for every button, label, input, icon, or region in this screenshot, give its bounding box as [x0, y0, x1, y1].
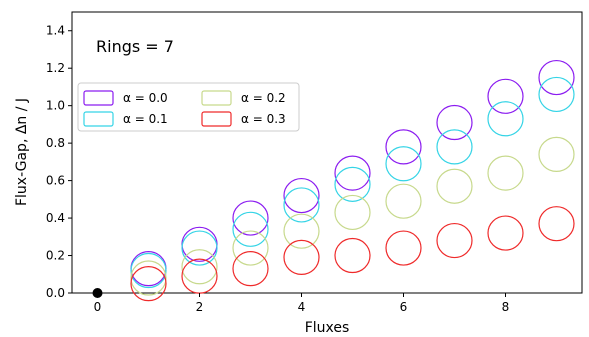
legend: α = 0.0 α = 0.1 α = 0.2 α = 0.3: [77, 82, 300, 132]
legend-label-3: α = 0.3: [241, 112, 286, 126]
series-3-point-8: [487, 215, 524, 251]
series-1-point-6: [385, 146, 422, 182]
legend-frame: [77, 82, 300, 132]
series-0-point-7: [436, 104, 473, 141]
y-tick-label-0.6: 0.6: [46, 174, 65, 188]
y-axis-label: Flux-Gap, Δn / J: [14, 98, 30, 206]
x-tick-label-0: 0: [94, 300, 102, 314]
series-2-point-7: [436, 168, 473, 204]
series-3-point-7: [436, 222, 473, 259]
data-marks: [92, 59, 575, 302]
series-1-point-2: [181, 230, 218, 266]
series-3-point-9: [538, 206, 575, 242]
series-2-point-2: [181, 249, 218, 285]
series-1-point-7: [436, 129, 473, 165]
series-2-point-4: [283, 213, 320, 249]
series-3-point-3: [232, 251, 269, 287]
series-0-point-1: [130, 251, 167, 287]
series-3-point-4: [283, 239, 320, 276]
series-2-point-3: [232, 230, 269, 266]
y-tick-label-0.2: 0.2: [46, 249, 65, 263]
series-1-point-4: [283, 187, 320, 223]
legend-swatch-0: [83, 90, 114, 106]
series-0-point-5: [334, 155, 371, 191]
x-tick-label-8: 8: [502, 300, 510, 314]
series-0-point-4: [283, 177, 320, 214]
legend-label-1: α = 0.1: [123, 112, 168, 126]
series-0-point-2: [181, 226, 218, 262]
series-3-point-6: [385, 230, 422, 266]
series-2-point-8: [487, 155, 524, 191]
x-axis-ticks: 0 2 4 6 8: [94, 293, 510, 314]
series-3-point-5: [334, 237, 371, 274]
series-0-point-6: [385, 129, 422, 165]
series-0-point-8: [487, 78, 524, 114]
legend-swatch-3: [201, 111, 232, 127]
y-tick-label-1.2: 1.2: [46, 61, 65, 75]
y-tick-label-0.8: 0.8: [46, 136, 65, 150]
series-1-point-5: [334, 166, 371, 202]
series-2-point-6: [385, 183, 422, 219]
series-3-point-1: [130, 266, 167, 302]
x-tick-label-4: 4: [298, 300, 306, 314]
legend-swatch-2: [201, 90, 232, 106]
series-1-point-1: [130, 252, 167, 289]
y-tick-label-0.4: 0.4: [46, 211, 65, 225]
rings-annotation: Rings = 7: [96, 37, 174, 56]
series-2-point-5: [334, 194, 371, 231]
series-2-point-9: [538, 136, 575, 172]
y-tick-label-0.0: 0.0: [46, 286, 65, 300]
series-1-point-9: [538, 76, 575, 113]
series-1-point-8: [487, 101, 524, 137]
x-tick-label-2: 2: [196, 300, 204, 314]
legend-swatch-1: [83, 111, 114, 127]
series-0-point-3: [232, 200, 269, 236]
series-2-point-1: [130, 260, 167, 296]
y-axis-ticks: 0.0 0.2 0.4 0.6 0.8 1.0 1.2 1.4: [46, 24, 72, 300]
series-0-point-9: [538, 59, 575, 96]
x-tick-label-6: 6: [400, 300, 408, 314]
legend-label-0: α = 0.0: [123, 91, 168, 105]
series-1-point-3: [232, 211, 269, 247]
y-tick-label-1.4: 1.4: [46, 24, 65, 38]
x-axis-label: Fluxes: [305, 320, 350, 336]
y-tick-label-1.0: 1.0: [46, 99, 65, 113]
series-3-point-2: [181, 258, 218, 294]
plot-frame: [71, 11, 583, 294]
legend-label-2: α = 0.2: [241, 91, 286, 105]
